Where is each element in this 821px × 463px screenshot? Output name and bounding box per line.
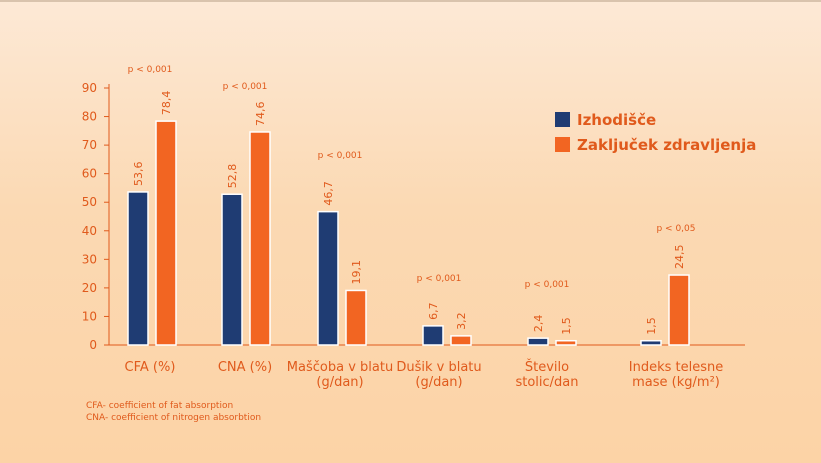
category-label: mase (kg/m²) — [632, 375, 720, 390]
value-label: 53,6 — [132, 161, 145, 186]
bar-end-5 — [668, 274, 690, 346]
value-label: 19,1 — [350, 260, 363, 285]
value-label: 52,8 — [226, 164, 239, 189]
bar-end-4 — [555, 339, 577, 346]
p-value-label: p < 0,001 — [223, 82, 268, 92]
value-label: 1,5 — [560, 317, 573, 335]
footnote-cna: CNA- coefficient of nitrogen absorbtion — [86, 413, 262, 423]
y-tick-label: 10 — [82, 309, 97, 323]
y-tick-label: 30 — [82, 252, 97, 266]
value-label: 2,4 — [532, 315, 545, 333]
legend-swatch-0 — [555, 112, 570, 127]
value-label: 74,6 — [254, 101, 267, 126]
legend-swatch-1 — [555, 137, 570, 152]
p-value-label: p < 0,05 — [656, 224, 695, 234]
value-label: 6,7 — [427, 302, 440, 320]
legend-label-0: Izhodišče — [577, 111, 656, 129]
category-label: Dušik v blatu — [396, 360, 481, 375]
bar-end-2 — [345, 289, 367, 346]
legend-label-1: Zaključek zdravljenja — [577, 136, 756, 154]
category-label: stolic/dan — [515, 375, 578, 390]
category-label: CFA (%) — [125, 360, 176, 375]
category-label: (g/dan) — [415, 375, 462, 390]
y-tick-label: 60 — [82, 167, 97, 181]
category-label: CNA (%) — [218, 360, 272, 375]
value-label: 78,4 — [160, 91, 173, 116]
p-value-label: p < 0,001 — [417, 274, 462, 284]
bar-end-0 — [155, 120, 177, 346]
y-tick-label: 0 — [89, 338, 97, 352]
y-tick-label: 90 — [82, 81, 97, 95]
y-tick-label: 20 — [82, 281, 97, 295]
bar-baseline-4 — [527, 337, 549, 346]
bar-baseline-5 — [640, 339, 662, 346]
bar-baseline-1 — [221, 193, 243, 346]
bar-baseline-0 — [127, 191, 149, 346]
category-label: (g/dan) — [316, 375, 363, 390]
p-value-label: p < 0,001 — [128, 65, 173, 75]
category-label: Maščoba v blatu — [287, 360, 393, 375]
bar-baseline-3 — [422, 325, 444, 346]
bar-end-3 — [450, 335, 472, 346]
y-tick-label: 40 — [82, 224, 97, 238]
bar-end-1 — [249, 131, 271, 346]
value-label: 1,5 — [645, 317, 658, 335]
value-label: 24,5 — [673, 245, 686, 270]
y-tick-label: 50 — [82, 195, 97, 209]
top-border-line — [0, 0, 821, 2]
footnote-cfa: CFA- coefficient of fat absorption — [86, 401, 234, 411]
value-label: 3,2 — [455, 312, 468, 330]
category-label: Indeks telesne — [629, 360, 723, 375]
category-label: Število — [525, 359, 569, 375]
value-label: 46,7 — [322, 181, 335, 206]
y-tick-label: 80 — [82, 110, 97, 124]
p-value-label: p < 0,001 — [318, 151, 363, 161]
p-value-label: p < 0,001 — [525, 280, 570, 290]
y-tick-label: 70 — [82, 138, 97, 152]
bar-baseline-2 — [317, 210, 339, 346]
